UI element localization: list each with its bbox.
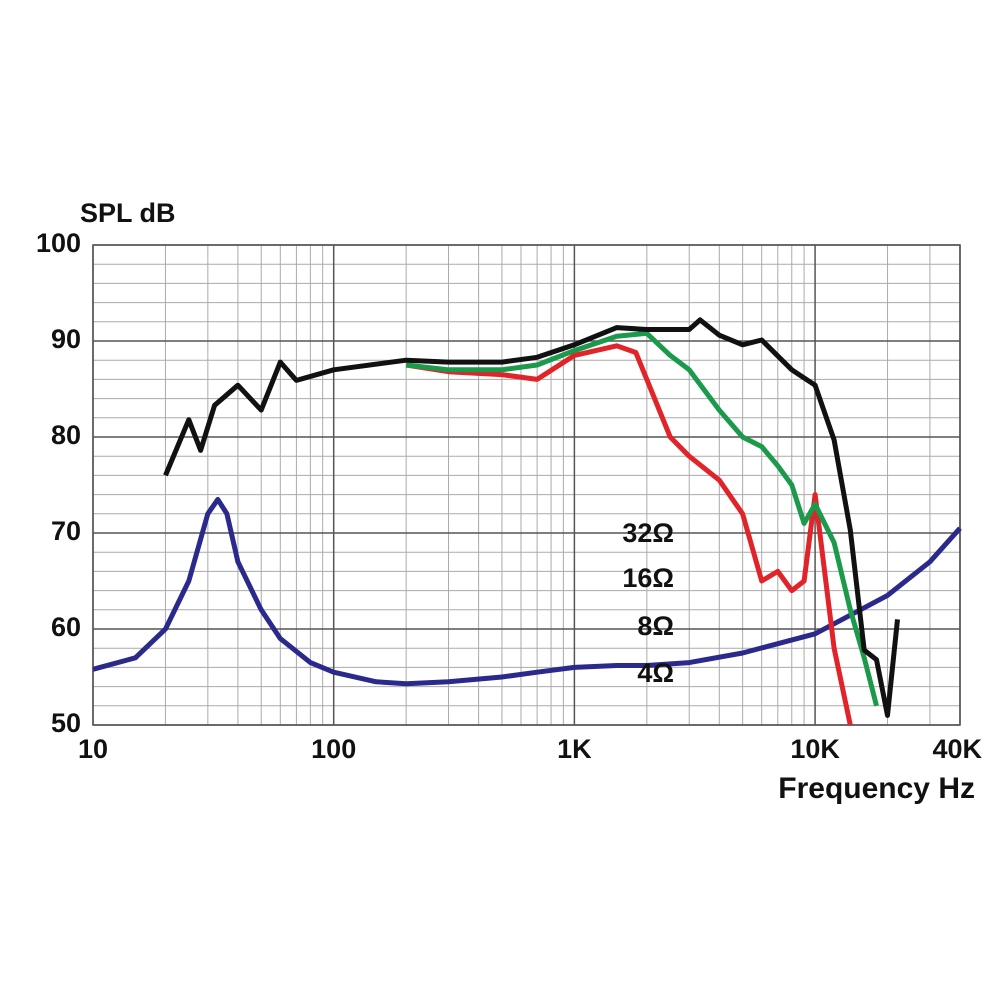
- y-tick-label: 70: [51, 516, 81, 546]
- x-tick-label: 40K: [932, 734, 982, 764]
- annotation: 32Ω: [622, 518, 674, 548]
- annotation: 8Ω: [637, 611, 674, 641]
- y-tick-label: 90: [51, 324, 81, 354]
- y-tick-label: 60: [51, 612, 81, 642]
- y-axis-label: SPL dB: [80, 198, 176, 228]
- annotation: 4Ω: [637, 658, 674, 688]
- plot-frame: [92, 244, 961, 726]
- x-tick-label: 1K: [557, 734, 592, 764]
- y-tick-label: 100: [36, 228, 81, 258]
- y-tick-label: 50: [51, 708, 81, 738]
- x-tick-label: 100: [311, 734, 356, 764]
- series-line: [405, 330, 879, 707]
- x-axis-label: Frequency Hz: [778, 772, 975, 805]
- series-line: [405, 343, 853, 726]
- y-tick-label: 80: [51, 420, 81, 450]
- series-line: [92, 496, 962, 687]
- series-line: [163, 317, 900, 718]
- x-tick-label: 10K: [790, 734, 840, 764]
- annotation: 16Ω: [622, 563, 674, 593]
- x-tick-label: 10: [78, 734, 108, 764]
